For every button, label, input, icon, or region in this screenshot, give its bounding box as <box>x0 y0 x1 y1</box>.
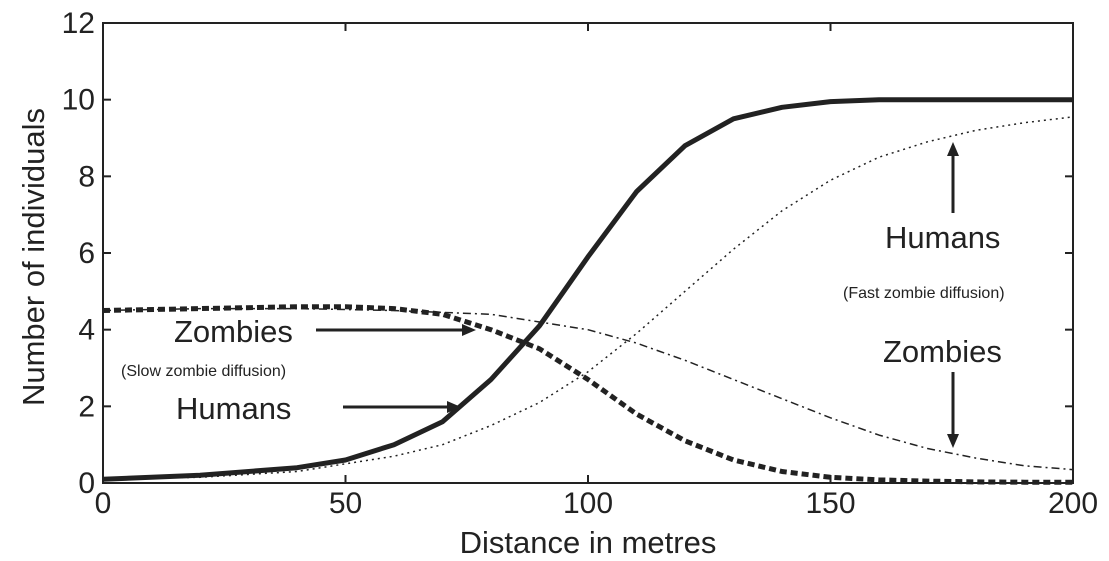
annotation-humans-slow: Humans <box>176 391 291 426</box>
y-axis-label: Number of individuals <box>16 108 51 406</box>
y-tick-label: 2 <box>78 390 95 423</box>
y-tick-label: 10 <box>62 84 95 117</box>
series-line-dotted <box>102 116 1074 480</box>
series-line-dashdot <box>102 307 1074 471</box>
annotation-zombies-fast: Zombies <box>883 334 1002 369</box>
x-tick-label: 100 <box>563 487 613 520</box>
arrowhead-humans-slow <box>447 401 461 413</box>
series-line-dashed <box>102 304 1073 485</box>
y-tick-label: 6 <box>78 237 95 270</box>
arrowhead-zombies-fast <box>947 434 959 448</box>
annotation-zombies-slow: Zombies <box>174 314 293 349</box>
y-tick-label: 4 <box>78 314 95 347</box>
y-tick-label: 0 <box>78 467 95 500</box>
arrowhead-humans-fast <box>947 142 959 156</box>
x-axis-label: Distance in metres <box>460 525 717 560</box>
arrowhead-zombies-slow <box>462 324 476 336</box>
axis-ticks: 0 50 100 150 200 0 2 4 6 8 10 12 <box>62 7 1098 520</box>
annotation-fast-subtitle: (Fast zombie diffusion) <box>843 285 1005 302</box>
x-tick-label: 50 <box>329 487 362 520</box>
series-lines <box>102 97 1074 485</box>
x-tick-label: 0 <box>95 487 112 520</box>
y-tick-label: 8 <box>78 160 95 193</box>
x-tick-label: 150 <box>805 487 855 520</box>
y-tick-label: 12 <box>62 7 95 40</box>
annotation-slow-subtitle: (Slow zombie diffusion) <box>121 363 286 380</box>
x-tick-label: 200 <box>1048 487 1098 520</box>
annotation-humans-fast: Humans <box>885 220 1000 255</box>
series-line-solid <box>102 97 1073 482</box>
